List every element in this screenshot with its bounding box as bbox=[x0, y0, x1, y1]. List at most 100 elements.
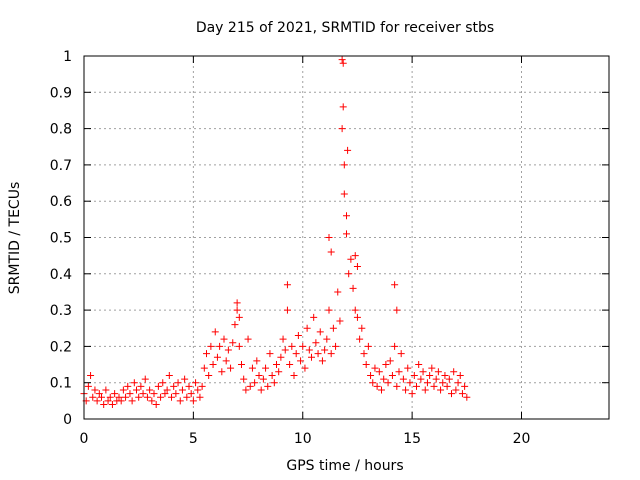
data-point bbox=[294, 332, 302, 340]
data-point bbox=[450, 368, 458, 376]
data-point bbox=[356, 335, 364, 343]
data-point bbox=[207, 342, 215, 350]
y-tick-label: 1 bbox=[63, 49, 72, 65]
data-point bbox=[441, 371, 449, 379]
data-point bbox=[168, 393, 175, 401]
data-point bbox=[205, 371, 213, 379]
data-point bbox=[244, 335, 252, 343]
data-point bbox=[408, 390, 416, 398]
data-point bbox=[163, 386, 171, 394]
y-tick-label: 0.5 bbox=[50, 231, 72, 247]
data-point bbox=[238, 361, 245, 369]
data-point bbox=[126, 390, 134, 398]
data-point bbox=[185, 382, 193, 390]
data-point bbox=[351, 252, 359, 260]
data-point bbox=[325, 306, 333, 314]
data-point bbox=[240, 375, 248, 383]
data-point bbox=[314, 350, 322, 358]
data-point bbox=[378, 386, 385, 394]
data-point bbox=[336, 317, 344, 325]
data-point bbox=[200, 364, 208, 372]
y-tick-label: 0.4 bbox=[50, 267, 72, 283]
x-tick-label: 5 bbox=[189, 431, 198, 447]
data-point bbox=[203, 350, 210, 358]
data-point bbox=[391, 342, 399, 350]
data-point bbox=[332, 342, 340, 350]
data-point bbox=[384, 379, 392, 387]
data-point bbox=[397, 350, 405, 358]
data-point bbox=[91, 386, 99, 394]
data-point bbox=[242, 386, 250, 394]
x-tick-label: 15 bbox=[403, 431, 421, 447]
data-point bbox=[270, 379, 278, 387]
data-point bbox=[231, 321, 239, 329]
data-point bbox=[122, 393, 130, 401]
data-point bbox=[172, 390, 180, 398]
data-point bbox=[434, 368, 442, 376]
data-point bbox=[93, 397, 101, 405]
data-point bbox=[380, 375, 388, 383]
data-point bbox=[419, 368, 427, 376]
data-point bbox=[143, 393, 151, 401]
y-tick-label: 0.8 bbox=[50, 122, 72, 138]
data-point bbox=[299, 342, 307, 350]
data-point bbox=[393, 306, 401, 314]
data-point bbox=[139, 390, 147, 398]
data-point bbox=[165, 371, 173, 379]
data-point bbox=[253, 357, 261, 365]
data-point bbox=[235, 313, 243, 321]
data-point bbox=[327, 350, 335, 358]
data-point bbox=[338, 125, 346, 133]
data-point bbox=[152, 400, 160, 408]
data-point bbox=[98, 393, 105, 401]
y-tick-label: 0.3 bbox=[50, 303, 72, 319]
data-point bbox=[108, 400, 116, 408]
data-point bbox=[340, 190, 348, 198]
data-point bbox=[229, 339, 237, 347]
data-point bbox=[439, 379, 447, 387]
data-point bbox=[360, 350, 368, 358]
y-tick-labels: 0 0.1 0.2 0.3 0.4 0.5 0.6 0.7 0.8 0.9 1 bbox=[50, 49, 72, 428]
data-point bbox=[257, 386, 265, 394]
data-point bbox=[367, 371, 375, 379]
data-point bbox=[391, 281, 399, 289]
axis-ticks bbox=[83, 55, 609, 420]
data-point bbox=[213, 353, 221, 361]
data-point bbox=[421, 386, 429, 394]
data-point bbox=[283, 281, 291, 289]
x-tick-label: 10 bbox=[294, 431, 312, 447]
data-point bbox=[318, 357, 326, 365]
data-points bbox=[80, 56, 471, 408]
data-point bbox=[413, 382, 420, 390]
data-point bbox=[268, 371, 276, 379]
data-point bbox=[338, 56, 346, 64]
x-tick-label: 20 bbox=[513, 431, 531, 447]
data-point bbox=[344, 146, 352, 154]
data-point bbox=[316, 328, 324, 336]
chart-title: Day 215 of 2021, SRMTID for receiver stb… bbox=[196, 20, 494, 36]
data-point bbox=[321, 346, 329, 354]
data-point bbox=[255, 371, 263, 379]
grid-lines bbox=[84, 56, 609, 419]
data-point bbox=[178, 386, 186, 394]
data-point bbox=[246, 382, 254, 390]
data-point bbox=[329, 324, 337, 332]
data-point bbox=[353, 313, 361, 321]
data-point bbox=[174, 379, 182, 387]
data-point bbox=[222, 357, 230, 365]
data-point bbox=[194, 386, 202, 394]
data-point bbox=[170, 382, 178, 390]
data-point bbox=[415, 361, 423, 369]
data-point bbox=[235, 342, 243, 350]
y-tick-label: 0.1 bbox=[50, 376, 72, 392]
data-point bbox=[371, 364, 379, 372]
data-point bbox=[393, 382, 401, 390]
data-point bbox=[395, 368, 403, 376]
data-point bbox=[115, 393, 123, 401]
data-point bbox=[100, 400, 108, 408]
data-point bbox=[373, 382, 381, 390]
data-point bbox=[308, 353, 315, 361]
data-point bbox=[362, 361, 370, 369]
data-point bbox=[187, 390, 195, 398]
